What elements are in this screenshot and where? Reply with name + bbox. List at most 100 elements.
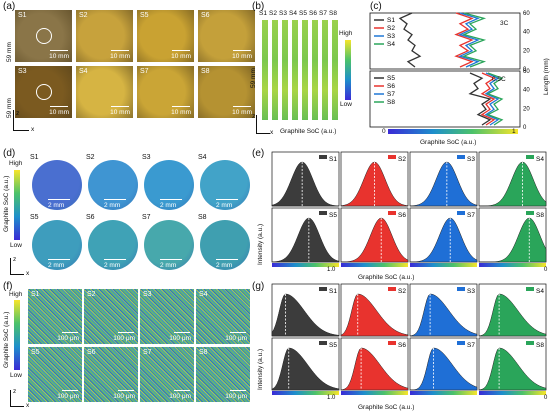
scale-bar xyxy=(172,105,190,107)
disc-tile: S4 2 mm xyxy=(196,154,254,212)
disc-scale: 2 mm xyxy=(104,202,121,209)
panel-e-ylabel: Intensity (a.u.) xyxy=(257,223,264,265)
tile-scale: 100 μm xyxy=(57,335,79,342)
disc-scale: 2 mm xyxy=(48,262,65,269)
panel-e-label: (e) xyxy=(252,148,265,159)
panel-b-axis xyxy=(256,115,257,133)
panel-b-xlabel: Graphite SoC (a.u.) xyxy=(280,128,337,135)
series-label: S5 xyxy=(329,212,337,219)
scale-bar xyxy=(174,389,190,391)
scale-bar xyxy=(216,198,238,200)
colorbar xyxy=(410,263,477,267)
profile-line xyxy=(398,12,422,68)
scale-bar xyxy=(118,331,134,333)
disc-tile: S3 2 mm xyxy=(140,154,198,212)
series-label: S5 xyxy=(329,342,337,349)
panel-b-length-label: 59 mm xyxy=(250,68,257,88)
soc-disc xyxy=(200,220,250,270)
tile-scale: 10 mm xyxy=(110,109,130,116)
strip-label: S6 xyxy=(309,10,317,17)
soc-disc xyxy=(32,220,82,270)
tile-label: S7 xyxy=(140,68,149,75)
tile-scale: 10 mm xyxy=(232,53,252,60)
disc-label: S2 xyxy=(86,154,95,161)
disc-label: S3 xyxy=(142,154,151,161)
panel-d-x: x xyxy=(26,270,30,277)
colorbar xyxy=(341,263,408,267)
tick-label: 1.0 xyxy=(327,267,336,273)
soc-strip xyxy=(292,20,298,120)
scale-bar xyxy=(50,105,68,107)
tile-label: S2 xyxy=(79,12,88,19)
panel-a-x-label: x xyxy=(31,126,35,133)
scale-bar xyxy=(174,331,190,333)
legend-label: S7 xyxy=(387,91,395,98)
scale-bar xyxy=(230,389,246,391)
legend-label: S3 xyxy=(387,33,395,40)
histogram-area xyxy=(271,161,340,207)
disc-label: S5 xyxy=(30,214,39,221)
legend-label: S5 xyxy=(387,75,395,82)
profile-line xyxy=(486,72,504,126)
micro-tile: S5 100 μm xyxy=(28,347,82,402)
disc-scale: 2 mm xyxy=(160,262,177,269)
micro-tile: S7 100 μm xyxy=(140,347,194,402)
soc-strip xyxy=(262,20,268,120)
disc-scale: 2 mm xyxy=(216,262,233,269)
panel-f-axis-x xyxy=(10,406,24,407)
tile-scale: 10 mm xyxy=(232,109,252,116)
scale-bar xyxy=(233,105,251,107)
legend-swatch xyxy=(457,341,465,345)
panel-d-z: z xyxy=(13,256,17,263)
legend-swatch xyxy=(457,287,465,291)
panel-g-chart: S1 S2 S3 S4 S5 S6 S7 S8 0 1.0 xyxy=(271,283,548,401)
panel-b-label: (b) xyxy=(252,1,265,12)
histogram-area xyxy=(478,293,547,337)
series-label: S6 xyxy=(398,212,406,219)
panel-c-xlabel: Graphite SoC (a.u.) xyxy=(420,139,477,146)
tile-scale: 100 μm xyxy=(113,335,135,342)
series-label: S1 xyxy=(329,156,337,163)
panel-f-colorbar xyxy=(14,300,20,370)
soc-disc xyxy=(200,160,250,210)
disc-label: S1 xyxy=(30,154,39,161)
series-label: S4 xyxy=(536,156,544,163)
micro-tile: S6 100 μm xyxy=(84,347,138,402)
profile-line xyxy=(468,72,492,126)
legend-swatch xyxy=(319,341,327,345)
photo-tile: S5 10 mm xyxy=(137,10,194,62)
legend-swatch xyxy=(388,341,396,345)
legend-swatch xyxy=(526,211,534,215)
legend-label: S6 xyxy=(387,83,395,90)
disc-tile: S8 2 mm xyxy=(196,214,254,272)
disc-label: S4 xyxy=(198,154,207,161)
colorbar xyxy=(272,263,339,267)
panel-a-height-label: 59 mm xyxy=(6,42,13,62)
histogram-area xyxy=(271,217,340,263)
scale-bar xyxy=(104,198,126,200)
panel-c-ylabel: Length (mm) xyxy=(543,58,550,95)
legend-swatch xyxy=(319,155,327,159)
sample-circle xyxy=(36,84,52,100)
micro-tile: S3 100 μm xyxy=(140,289,194,344)
tile-label: S5 xyxy=(31,349,40,356)
colorbar xyxy=(388,129,518,134)
scale-bar xyxy=(216,258,238,260)
scale-bar xyxy=(104,258,126,260)
legend-label: S8 xyxy=(387,99,395,106)
scale-bar xyxy=(62,331,78,333)
histogram-area xyxy=(409,217,478,263)
tile-label: S2 xyxy=(87,291,96,298)
panel-b-high: High xyxy=(339,30,353,37)
tile-scale: 10 mm xyxy=(171,53,191,60)
tick-label: 20 xyxy=(523,106,530,112)
tick-label: 1.0 xyxy=(327,395,336,401)
tick-label: 0 xyxy=(544,267,548,273)
strip-label: S5 xyxy=(299,10,307,17)
tick-label: 20 xyxy=(523,48,530,54)
strip-label: S8 xyxy=(329,10,337,17)
soc-disc xyxy=(88,220,138,270)
legend-swatch xyxy=(388,287,396,291)
panel-c-label: (c) xyxy=(370,1,382,12)
profile-line xyxy=(480,72,496,126)
